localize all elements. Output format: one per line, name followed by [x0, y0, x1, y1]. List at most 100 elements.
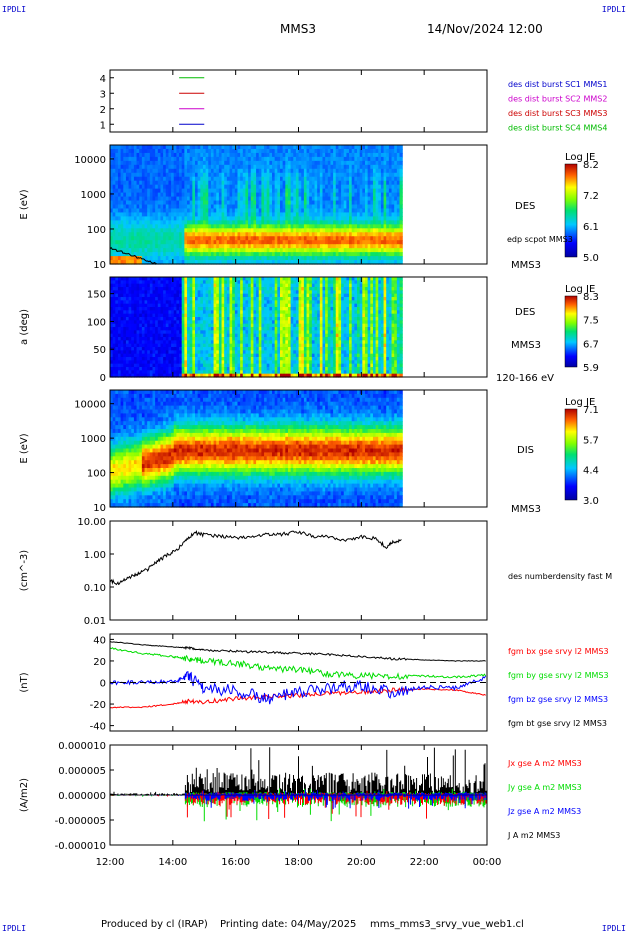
heatmap-cell [375, 180, 379, 186]
heatmap-cell [343, 180, 347, 186]
heatmap-cell [189, 313, 193, 318]
heatmap-cell [335, 232, 340, 237]
heatmap-cell [157, 350, 162, 355]
heatmap-cell [128, 350, 132, 355]
heatmap-cell [354, 248, 358, 253]
heatmap-cell [364, 156, 369, 162]
heatmap-cell [213, 224, 217, 229]
heatmap-cell [364, 180, 369, 186]
heatmap-cell [221, 357, 225, 361]
heatmap-cell [120, 293, 124, 298]
heatmap-cell [380, 152, 385, 158]
heatmap-cell [370, 256, 374, 261]
heatmap-cell [173, 256, 178, 261]
heatmap-cell [163, 280, 167, 285]
heatmap-cell [224, 224, 228, 229]
heatmap-cell [301, 176, 305, 182]
heatmap-cell [192, 287, 196, 291]
heatmap-cell [173, 323, 178, 328]
heatmap-cell [242, 310, 247, 315]
heatmap-cell [383, 160, 387, 166]
heatmap-cell [168, 357, 172, 361]
heatmap-cell [290, 224, 294, 229]
heatmap-cell [181, 248, 185, 253]
heatmap-cell [388, 164, 393, 170]
heatmap-cell [224, 204, 228, 210]
heatmap-cell [141, 280, 146, 285]
heatmap-cell [372, 216, 377, 221]
heatmap-cell [224, 172, 228, 178]
heatmap-cell [396, 204, 401, 210]
heatmap-cell [208, 196, 212, 202]
heatmap-cell [173, 145, 178, 150]
heatmap-cell [115, 160, 119, 166]
heatmap-cell [396, 252, 401, 257]
heatmap-cell [123, 290, 127, 295]
heatmap-cell [396, 224, 401, 229]
heatmap-cell [205, 240, 209, 245]
heatmap-cell [120, 297, 124, 301]
heatmap-cell [399, 176, 403, 182]
heatmap-cell [216, 327, 220, 331]
heatmap-cell [301, 240, 305, 245]
heatmap-cell [176, 188, 180, 194]
heatmap-cell [229, 283, 233, 288]
heatmap-cell [274, 256, 278, 261]
heatmap-cell [115, 313, 119, 318]
heatmap-cell [179, 156, 183, 162]
heatmap-cell [133, 357, 138, 361]
heatmap-cell [357, 232, 361, 237]
heatmap-cell [325, 212, 329, 217]
heatmap-cell [218, 333, 223, 338]
heatmap-cell [176, 256, 180, 261]
heatmap-cell [261, 180, 265, 186]
heatmap-cell [234, 248, 239, 253]
heatmap-cell [309, 148, 313, 154]
heatmap-cell [181, 244, 185, 249]
heatmap-cell [314, 256, 318, 261]
heatmap-cell [168, 145, 172, 150]
heatmap-cell [192, 244, 196, 249]
heatmap-cell [123, 168, 127, 174]
heatmap-cell [155, 330, 159, 335]
heatmap-cell [173, 357, 178, 361]
heatmap-cell [399, 200, 403, 206]
heatmap-cell [256, 370, 260, 375]
heatmap-cell [202, 244, 207, 249]
heatmap-cell [165, 145, 170, 150]
heatmap-cell [354, 232, 358, 237]
heatmap-cell [128, 357, 132, 361]
heatmap-cell [176, 220, 180, 225]
heatmap-cell [237, 293, 241, 298]
heatmap-cell [184, 347, 188, 351]
heatmap-cell [237, 300, 241, 305]
heatmap-cell [176, 148, 180, 154]
heatmap-cell [226, 350, 231, 355]
heatmap-cell [346, 200, 350, 206]
heatmap-cell [152, 192, 156, 198]
heatmap-cell [165, 148, 170, 154]
heatmap-cell [187, 363, 191, 368]
heatmap-cell [208, 212, 212, 217]
heatmap-cell [197, 290, 201, 295]
heatmap-cell [293, 248, 297, 253]
heatmap-cell [306, 160, 310, 166]
heatmap-cell [234, 196, 239, 202]
heatmap-cell [117, 347, 122, 351]
heatmap-cell [141, 176, 146, 182]
heatmap-cell [152, 287, 156, 291]
heatmap-cell [208, 172, 212, 178]
heatmap-cell [168, 343, 172, 348]
heatmap-cell [110, 184, 114, 190]
heatmap-cell [131, 260, 135, 265]
heatmap-cell [131, 330, 135, 335]
heatmap-cell [179, 297, 183, 301]
heatmap-cell [171, 232, 175, 237]
heatmap-cell [173, 360, 178, 365]
heatmap-cell [202, 360, 207, 365]
heatmap-cell [277, 148, 281, 154]
heatmap-cell [322, 224, 326, 229]
heatmap-cell [274, 208, 278, 214]
heatmap-cell [165, 164, 170, 170]
heatmap-cell [131, 228, 135, 233]
